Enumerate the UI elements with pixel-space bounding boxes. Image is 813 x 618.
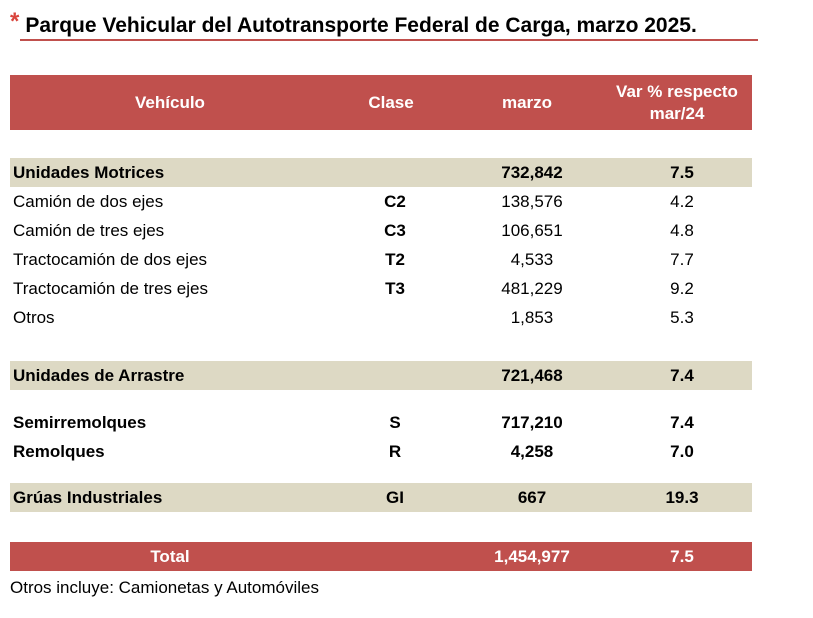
- total-marzo: 1,454,977: [494, 547, 570, 566]
- cell-vehiculo: Tractocamión de tres ejes: [13, 279, 208, 298]
- cell-var: 7.4: [670, 413, 694, 432]
- header-var-line1: Var % respecto: [616, 81, 738, 101]
- cell-var: 7.0: [670, 442, 694, 461]
- table-row: Tractocamión de dos ejes T2 4,533 7.7: [10, 245, 752, 274]
- cell-var: 7.4: [670, 366, 694, 385]
- cell-var: 7.7: [670, 250, 694, 269]
- cell-var: 5.3: [670, 308, 694, 327]
- cell-marzo: 667: [517, 488, 547, 507]
- cell-var: 7.5: [670, 163, 694, 182]
- cell-var: 19.3: [665, 488, 699, 507]
- cell-clase: R: [388, 442, 402, 461]
- cell-clase: T2: [385, 250, 405, 269]
- cell-clase: [370, 303, 420, 332]
- header-clase: Clase: [368, 92, 414, 112]
- cell-var: 4.8: [670, 221, 694, 240]
- cell-vehiculo: Tractocamión de dos ejes: [13, 250, 208, 269]
- table-row-unidades-arrastre: Unidades de Arrastre 721,468 7.4: [10, 361, 752, 390]
- table-row: Remolques R 4,258 7.0: [10, 437, 752, 466]
- table-row: Camión de dos ejes C2 138,576 4.2: [10, 187, 752, 216]
- cell-marzo: 106,651: [501, 221, 563, 240]
- cell-marzo: 138,576: [501, 192, 563, 211]
- page-title: * Parque Vehicular del Autotransporte Fed…: [10, 8, 770, 41]
- table-row-unidades-motrices: Unidades Motrices 732,842 7.5: [10, 158, 752, 187]
- page-title-text: Parque Vehicular del Autotransporte Fede…: [25, 14, 697, 37]
- header-var-line2: mar/24: [649, 103, 705, 123]
- table-row: Tractocamión de tres ejes T3 481,229 9.2: [10, 274, 752, 303]
- cell-clase: C2: [384, 192, 406, 211]
- cell-clase: T3: [385, 279, 405, 298]
- title-underline: [20, 39, 758, 41]
- header-marzo: marzo: [501, 92, 553, 112]
- cell-marzo: 4,258: [510, 442, 554, 461]
- cell-clase: [370, 361, 420, 390]
- cell-marzo: 717,210: [501, 413, 563, 432]
- asterisk-mark: *: [10, 8, 20, 35]
- cell-clase: C3: [384, 221, 406, 240]
- cell-marzo: 732,842: [501, 163, 563, 182]
- cell-vehiculo: Remolques: [13, 442, 105, 461]
- cell-vehiculo: Unidades Motrices: [13, 163, 165, 182]
- total-label: Total: [150, 547, 190, 566]
- cell-marzo: 1,853: [510, 308, 554, 327]
- table-row-total: Total 1,454,977 7.5: [10, 542, 752, 571]
- table-header: Vehículo Clase marzo Var % respecto mar/…: [10, 75, 752, 130]
- cell-vehiculo: Semirremolques: [13, 413, 147, 432]
- cell-vehiculo: Otros: [13, 308, 55, 327]
- footnote: Otros incluye: Camionetas y Automóviles: [10, 578, 319, 597]
- total-var: 7.5: [670, 547, 694, 566]
- cell-vehiculo: Camión de tres ejes: [13, 221, 165, 240]
- cell-vehiculo: Unidades de Arrastre: [13, 366, 185, 385]
- cell-vehiculo: Camión de dos ejes: [13, 192, 164, 211]
- cell-marzo: 481,229: [501, 279, 563, 298]
- table-row: Camión de tres ejes C3 106,651 4.8: [10, 216, 752, 245]
- cell-clase: [370, 158, 420, 187]
- cell-var: 4.2: [670, 192, 694, 211]
- title-block: * Parque Vehicular del Autotransporte Fed…: [10, 8, 770, 41]
- header-var: Var % respecto mar/24: [602, 75, 752, 130]
- cell-vehiculo: Grúas Industriales: [13, 488, 163, 507]
- cell-var: 9.2: [670, 279, 694, 298]
- cell-clase: GI: [386, 488, 404, 507]
- table-row: Otros 1,853 5.3: [10, 303, 752, 332]
- table-row: Semirremolques S 717,210 7.4: [10, 408, 752, 437]
- header-vehiculo: Vehículo: [135, 92, 205, 112]
- cell-marzo: 721,468: [501, 366, 563, 385]
- cell-marzo: 4,533: [510, 250, 554, 269]
- table-row-gruas-industriales: Grúas Industriales GI 667 19.3: [10, 483, 752, 512]
- cell-clase: S: [389, 413, 401, 432]
